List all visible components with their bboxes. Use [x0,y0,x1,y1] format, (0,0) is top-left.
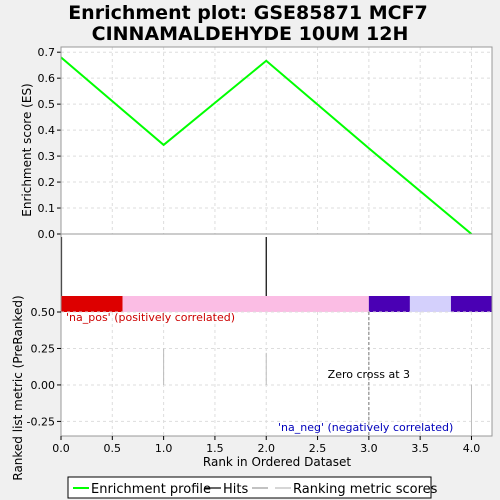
es-ytick-label-1: 0.1 [38,202,56,215]
xtick-label-4: 2.0 [257,442,275,455]
x-axis-label: Rank in Ordered Dataset [203,455,351,469]
xtick-label-2: 1.0 [155,442,173,455]
legend-label-1: Hits [223,482,248,497]
es-ytick-label-3: 0.3 [38,150,56,163]
legend-label-0: Enrichment profile [91,482,211,497]
color-bar-segment-4 [450,296,492,312]
rk-ytick-label-0: -0.25 [27,415,55,428]
xtick-label-3: 1.5 [206,442,224,455]
color-bar-segment-3 [409,296,451,312]
xtick-label-7: 3.5 [411,442,429,455]
negative-correlation-label: 'na_neg' (negatively correlated) [278,421,453,434]
es-ytick-label-4: 0.4 [38,124,56,137]
rk-ytick-label-1: 0.00 [31,379,56,392]
color-bar-segment-0 [61,296,123,312]
xtick-label-8: 4.0 [463,442,481,455]
positive-correlation-label: 'na_pos' (positively correlated) [66,311,235,324]
es-ytick-label-6: 0.6 [38,72,56,85]
xtick-label-0: 0.0 [52,442,70,455]
rk-ytick-label-2: 0.25 [31,342,56,355]
enrichment-y-ticks: 0.0 0.1 0.2 0.3 0.4 0.5 0.6 0.7 [38,46,61,241]
chart-title-line2: CINNAMALDEHYDE 10UM 12H [92,23,409,45]
legend-label-3: Ranking metric scores [293,482,438,497]
es-ytick-label-5: 0.5 [38,98,56,111]
ranking-panel-bg [61,312,492,436]
color-bar-segment-2 [368,296,410,312]
ranking-color-bar [61,296,492,312]
es-ytick-label-7: 0.7 [38,46,56,59]
enrichment-profile-line [60,56,473,235]
xtick-label-1: 0.5 [104,442,122,455]
lower-panels-frame [60,233,493,437]
chart-title-line1: Enrichment plot: GSE85871 MCF7 [68,2,428,24]
es-ytick-label-2: 0.2 [38,176,56,189]
ranking-y-axis-label: Ranked list metric (PreRanked) [11,295,25,480]
es-ytick-label-0: 0.0 [38,228,56,241]
legend: Enrichment profile Hits Ranking metric sco… [73,482,438,497]
rk-ytick-label-3: 0.50 [31,306,56,319]
legend-box [67,476,432,499]
color-bar-segment-1 [122,296,369,312]
enrichment-panel-bg [61,47,492,234]
ranking-x-ticks: 0.0 0.5 1.0 1.5 2.0 2.5 3.0 3.5 4.0 [52,436,480,455]
ranking-metric-bars [163,348,472,436]
hits-panel-bg [61,234,492,296]
ranking-y-ticks: -0.25 0.00 0.25 0.50 [27,306,61,428]
zero-cross-label: Zero cross at 3 [328,368,410,381]
xtick-label-5: 2.5 [309,442,327,455]
xtick-label-6: 3.0 [360,442,378,455]
enrichment-y-axis-label: Enrichment score (ES) [20,83,34,216]
